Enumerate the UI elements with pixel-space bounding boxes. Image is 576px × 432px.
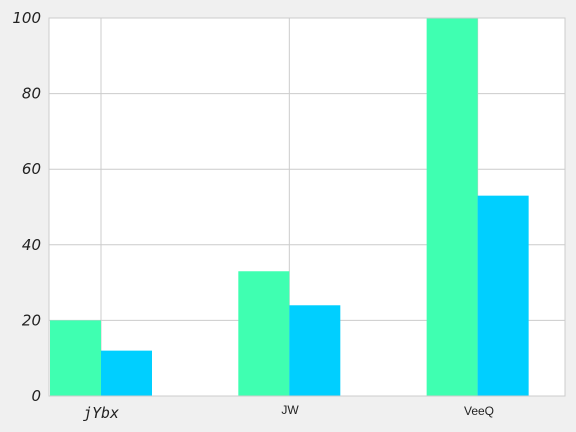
x-tick-label: JW — [281, 403, 299, 417]
bar-series-2 — [477, 195, 529, 396]
bars — [50, 18, 529, 396]
y-tick-label: 20 — [22, 311, 41, 329]
y-tick-label: 80 — [22, 85, 41, 103]
bar-series-1 — [426, 18, 478, 396]
y-tick-label: 0 — [31, 387, 41, 405]
bar-series-2 — [101, 350, 152, 396]
bar-series-1 — [50, 320, 101, 396]
y-axis-ticks: 0 20 40 60 80 100 — [12, 9, 41, 405]
bar-series-1 — [238, 271, 290, 396]
y-tick-label: 60 — [22, 160, 41, 178]
y-tick-label: 100 — [12, 9, 41, 27]
x-tick-label: VeeQ — [464, 404, 494, 418]
bar-series-2 — [289, 305, 341, 396]
x-tick-label: jYbx — [83, 404, 119, 422]
plot-border — [48, 17, 566, 397]
x-axis-ticks: jYbx JW VeeQ — [83, 403, 494, 422]
y-tick-label: 40 — [22, 236, 41, 254]
